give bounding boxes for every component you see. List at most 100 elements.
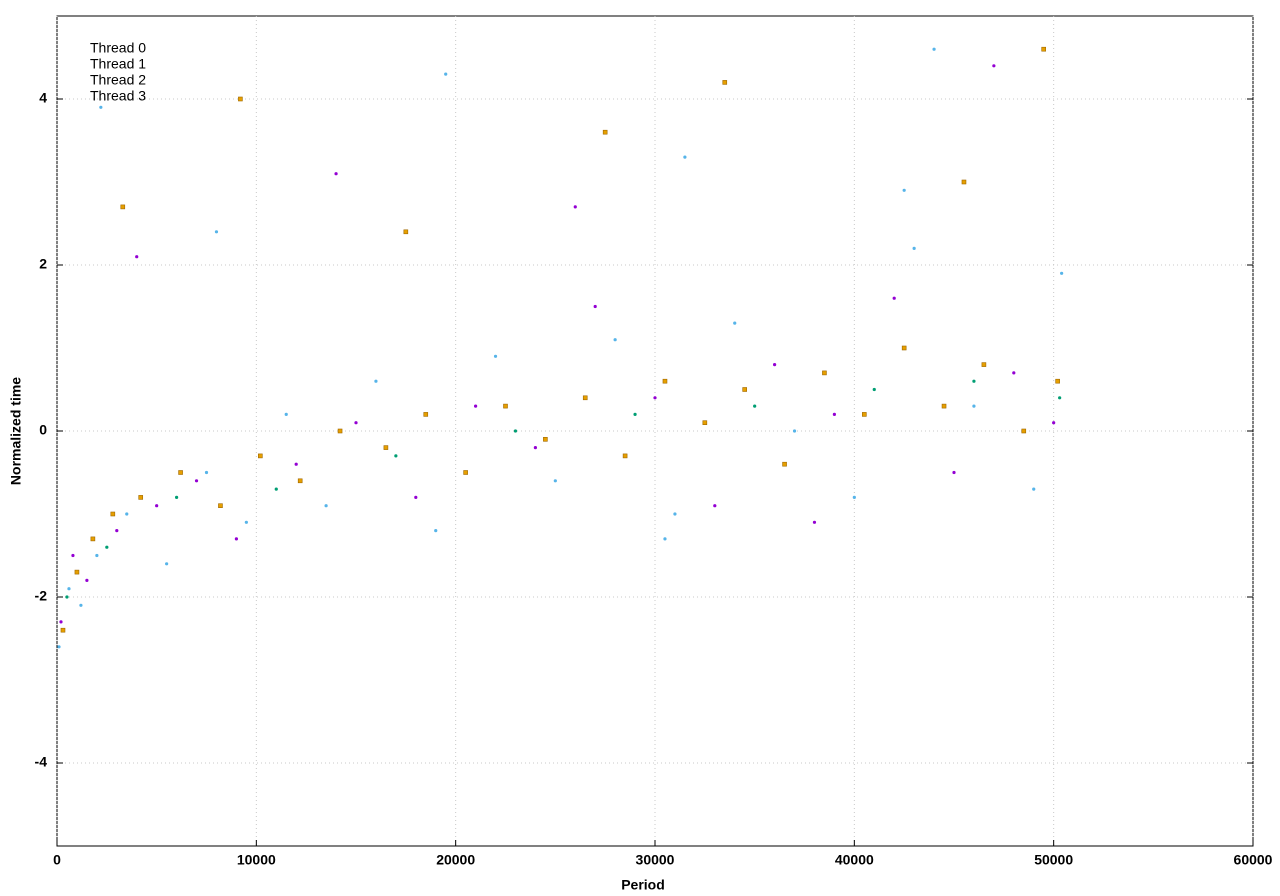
point bbox=[543, 436, 548, 442]
point bbox=[74, 569, 80, 575]
point bbox=[383, 445, 389, 450]
point bbox=[474, 404, 478, 408]
point bbox=[582, 395, 588, 401]
point bbox=[284, 412, 288, 416]
point bbox=[234, 537, 238, 541]
y-tick-label: 0 bbox=[39, 422, 47, 438]
point bbox=[85, 578, 89, 583]
point bbox=[414, 495, 418, 499]
point bbox=[981, 362, 987, 367]
point bbox=[135, 255, 139, 259]
legend-label: Thread 0 bbox=[90, 40, 146, 56]
point bbox=[683, 155, 687, 159]
point bbox=[722, 80, 728, 85]
point bbox=[463, 470, 468, 475]
point bbox=[602, 129, 608, 135]
x-tick-label: 0 bbox=[53, 852, 61, 868]
point bbox=[1012, 371, 1016, 375]
point bbox=[992, 64, 996, 68]
point bbox=[79, 603, 83, 607]
point bbox=[1055, 378, 1060, 384]
y-tick-label: 2 bbox=[39, 256, 47, 272]
point bbox=[782, 461, 787, 467]
point bbox=[1058, 396, 1062, 400]
point bbox=[593, 304, 597, 309]
point bbox=[71, 553, 75, 558]
point bbox=[932, 47, 936, 51]
point bbox=[1021, 428, 1027, 434]
point bbox=[175, 495, 179, 499]
point bbox=[513, 429, 518, 433]
point bbox=[773, 363, 777, 367]
point bbox=[533, 446, 538, 450]
point bbox=[324, 504, 328, 508]
point bbox=[892, 296, 896, 300]
legend-label: Thread 1 bbox=[90, 56, 146, 72]
point bbox=[65, 595, 69, 599]
point bbox=[613, 338, 617, 342]
point bbox=[733, 321, 737, 325]
point bbox=[861, 412, 867, 417]
point bbox=[901, 345, 907, 351]
point bbox=[912, 246, 916, 250]
point bbox=[334, 172, 338, 176]
point bbox=[337, 428, 343, 434]
point bbox=[1041, 46, 1046, 52]
point bbox=[95, 553, 99, 558]
point bbox=[792, 429, 797, 433]
point bbox=[165, 562, 169, 566]
legend-label: Thread 2 bbox=[90, 72, 146, 88]
point bbox=[663, 537, 667, 541]
point bbox=[812, 520, 817, 524]
point bbox=[194, 479, 199, 483]
point bbox=[67, 587, 71, 591]
point bbox=[244, 520, 248, 524]
point bbox=[713, 504, 717, 508]
y-tick-label: 4 bbox=[39, 90, 47, 106]
point bbox=[742, 387, 748, 392]
y-tick-label: -2 bbox=[35, 588, 48, 604]
point bbox=[120, 204, 126, 210]
point bbox=[57, 645, 61, 649]
x-tick-label: 50000 bbox=[1034, 852, 1073, 868]
point bbox=[354, 421, 358, 425]
point bbox=[852, 495, 856, 499]
point bbox=[434, 529, 438, 533]
point bbox=[961, 179, 967, 185]
point bbox=[832, 412, 837, 416]
point bbox=[653, 396, 657, 400]
point bbox=[444, 72, 448, 76]
x-tick-label: 60000 bbox=[1234, 852, 1273, 868]
point bbox=[214, 230, 219, 234]
point bbox=[941, 403, 947, 409]
point bbox=[662, 378, 668, 384]
point bbox=[204, 470, 209, 475]
point bbox=[673, 512, 677, 516]
point bbox=[1052, 421, 1056, 425]
point bbox=[258, 453, 263, 459]
point bbox=[902, 188, 906, 192]
point bbox=[59, 620, 63, 624]
point bbox=[822, 370, 827, 376]
point bbox=[297, 478, 303, 484]
point bbox=[753, 404, 757, 408]
point bbox=[178, 470, 183, 475]
point bbox=[105, 545, 109, 549]
point bbox=[633, 412, 637, 416]
point bbox=[374, 379, 378, 383]
point bbox=[972, 404, 976, 408]
point bbox=[573, 205, 577, 209]
point bbox=[60, 627, 66, 633]
point bbox=[952, 470, 956, 475]
point bbox=[125, 512, 129, 516]
point bbox=[110, 511, 116, 517]
point bbox=[503, 403, 508, 409]
point bbox=[403, 229, 409, 235]
point bbox=[1060, 271, 1064, 275]
legend-label: Thread 3 bbox=[90, 88, 146, 104]
point bbox=[155, 504, 159, 508]
point bbox=[423, 412, 429, 417]
point bbox=[553, 479, 557, 483]
point bbox=[493, 354, 498, 358]
